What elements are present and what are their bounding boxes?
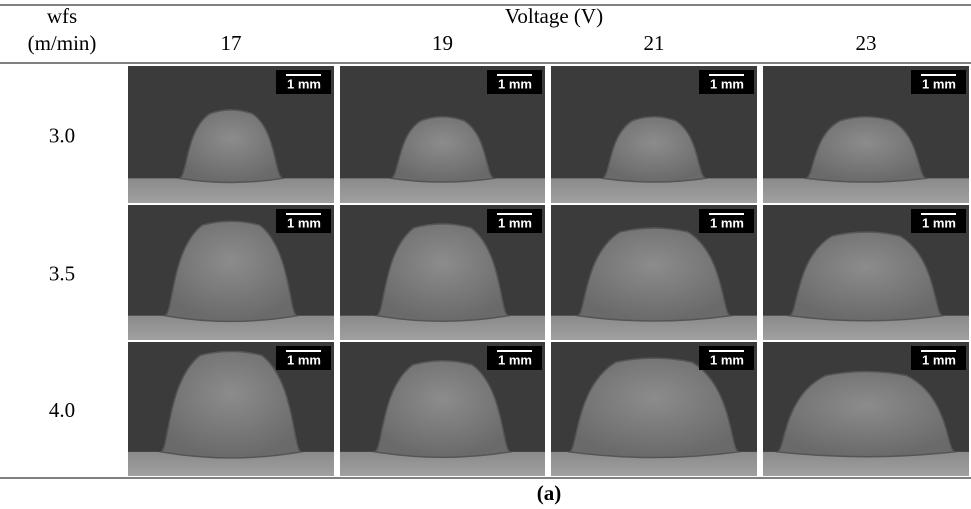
- caption: (a): [537, 481, 562, 505]
- figure: wfs (m/min) Voltage (V) (a) 17 19 21 23 3.0 1…: [0, 0, 971, 509]
- scale-bar-label: 1 mm: [498, 76, 532, 91]
- column-header: 23: [856, 31, 877, 55]
- micrograph: 1 mm: [763, 205, 969, 340]
- column-header: 17: [221, 31, 242, 55]
- micrograph: 1 mm: [763, 66, 969, 203]
- row-header: wfs: [47, 4, 77, 28]
- micrograph: 1 mm: [763, 342, 969, 476]
- micrograph: 1 mm: [340, 205, 545, 340]
- micrograph: 1 mm: [128, 66, 334, 203]
- scale-bar-label: 1 mm: [922, 352, 956, 367]
- scale-bar-label: 1 mm: [710, 215, 744, 230]
- row-label: 3.5: [49, 261, 75, 285]
- row-header-unit: (m/min): [28, 31, 97, 55]
- column-header: 19: [432, 31, 453, 55]
- micrograph: 1 mm: [551, 66, 757, 203]
- scale-bar-label: 1 mm: [922, 76, 956, 91]
- scale-bar-label: 1 mm: [498, 215, 532, 230]
- micrograph: 1 mm: [551, 342, 757, 476]
- micrograph: 1 mm: [128, 342, 334, 476]
- scale-bar-label: 1 mm: [498, 352, 532, 367]
- row-label: 3.0: [49, 123, 75, 147]
- micrograph: 1 mm: [128, 205, 334, 340]
- scale-bar-label: 1 mm: [710, 352, 744, 367]
- micrograph: 1 mm: [340, 342, 545, 476]
- micrograph: 1 mm: [340, 66, 545, 203]
- scale-bar-label: 1 mm: [287, 215, 321, 230]
- micrograph: 1 mm: [551, 205, 757, 340]
- column-group-header: Voltage (V): [505, 4, 603, 28]
- scale-bar-label: 1 mm: [922, 215, 956, 230]
- scale-bar-label: 1 mm: [287, 76, 321, 91]
- column-header: 21: [644, 31, 665, 55]
- row-label: 4.0: [49, 398, 75, 422]
- scale-bar-label: 1 mm: [710, 76, 744, 91]
- scale-bar-label: 1 mm: [287, 352, 321, 367]
